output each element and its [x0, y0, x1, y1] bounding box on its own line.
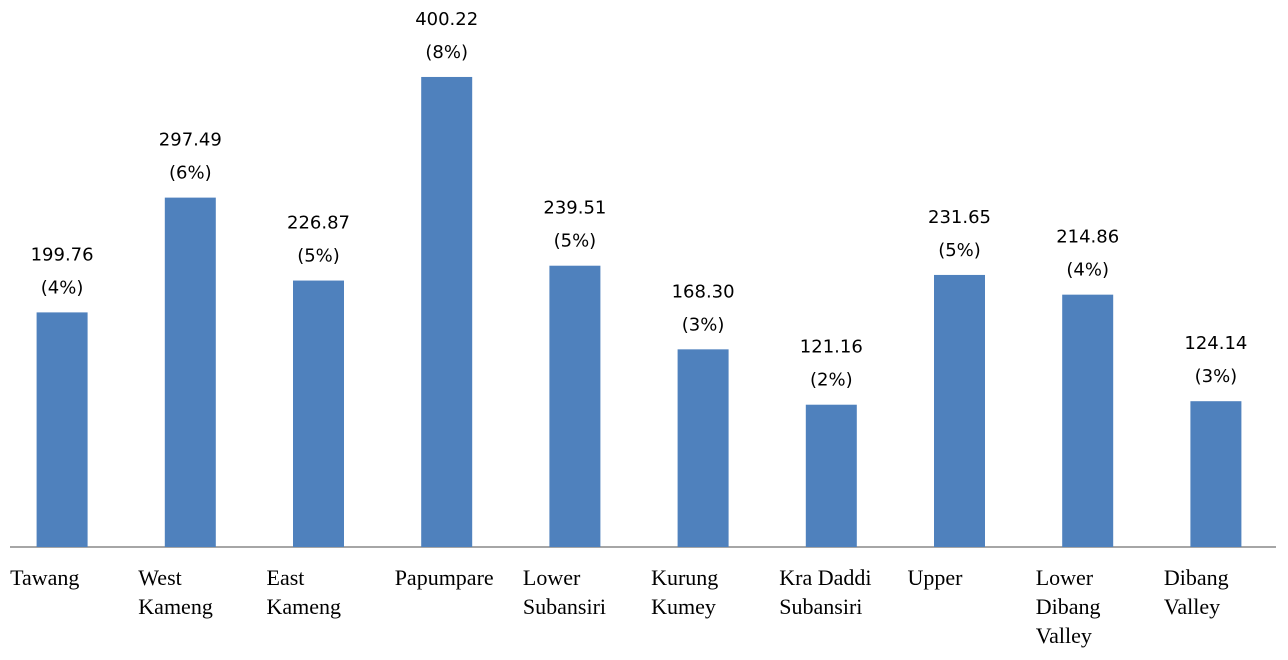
value-label: 239.51: [543, 198, 606, 219]
bar: [934, 274, 985, 547]
x-tick-label: Kurung Kumey: [651, 565, 718, 619]
x-tick-label: Tawang: [10, 565, 79, 590]
value-label: 199.76: [31, 244, 94, 265]
bar: [1062, 294, 1114, 547]
x-tick-label: Papumpare: [395, 565, 494, 590]
value-label: 214.86: [1056, 227, 1119, 248]
x-tick-label: East Kameng: [267, 565, 342, 619]
percent-label: (4%): [1066, 260, 1109, 281]
percent-label: (3%): [1195, 366, 1238, 387]
value-label: 121.16: [800, 337, 863, 358]
bar: [421, 76, 473, 548]
percent-label: (8%): [425, 42, 468, 63]
value-label: 226.87: [287, 213, 350, 234]
x-tick-label: Kra Daddi Subansiri: [779, 565, 871, 619]
bar: [36, 312, 88, 547]
percent-label: (5%): [297, 246, 340, 267]
percent-label: (5%): [938, 240, 981, 261]
percent-label: (4%): [41, 277, 84, 298]
x-tick-label: West Kameng: [138, 565, 213, 619]
bar: [164, 197, 216, 548]
bar: [677, 349, 729, 547]
bar: [293, 280, 344, 547]
x-tick-label: Upper: [908, 565, 964, 590]
bar: [549, 265, 601, 547]
percent-label: (6%): [169, 163, 212, 184]
bar: [805, 404, 857, 547]
percent-label: (5%): [554, 231, 597, 252]
percent-label: (3%): [682, 314, 725, 335]
bar: [1190, 401, 1242, 547]
x-tick-label: Lower Subansiri: [523, 565, 606, 619]
x-tick-label: Lower Dibang Valley: [1036, 565, 1101, 648]
value-label: 124.14: [1184, 333, 1247, 354]
value-label: 231.65: [928, 207, 991, 228]
percent-label: (2%): [810, 370, 853, 391]
value-label: 400.22: [415, 9, 478, 30]
x-tick-label: Dibang Valley: [1164, 565, 1229, 619]
value-label: 297.49: [159, 130, 222, 151]
value-label: 168.30: [672, 281, 735, 302]
